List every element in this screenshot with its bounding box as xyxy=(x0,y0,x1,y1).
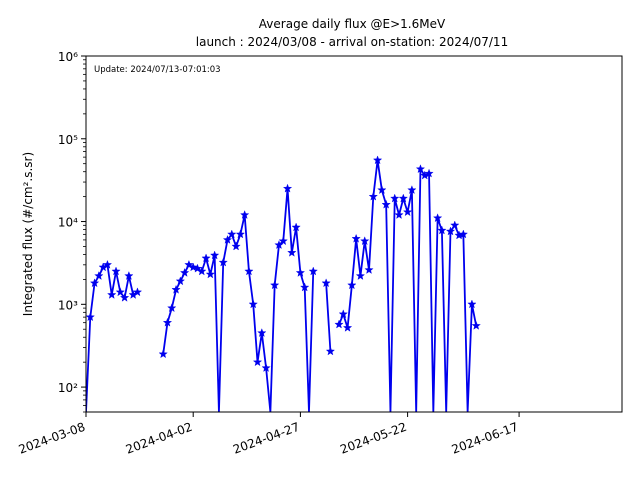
data-point xyxy=(210,250,220,260)
data-point xyxy=(257,328,267,337)
series-line xyxy=(325,283,332,352)
data-point xyxy=(445,226,456,236)
data-point xyxy=(231,241,241,251)
y-tick-label: 10³ xyxy=(58,298,78,312)
data-point xyxy=(111,266,121,276)
data-point xyxy=(300,282,310,292)
data-point xyxy=(471,320,481,330)
y-axis: 10² 10³ 10⁴ 10⁵ 10⁶ xyxy=(58,50,86,413)
data-point xyxy=(248,299,258,309)
data-point xyxy=(368,191,378,201)
data-point xyxy=(201,253,211,263)
data-point xyxy=(338,309,348,319)
x-tick-label: 2024-04-27 xyxy=(231,420,301,457)
data-point xyxy=(184,259,194,269)
data-point xyxy=(415,164,426,174)
data-point xyxy=(227,229,237,239)
y-axis-label: Integrated flux (#/cm².s.sr) xyxy=(21,152,35,316)
data-point xyxy=(222,235,233,244)
data-point xyxy=(351,233,361,243)
chart-title: Average daily flux @E>1.6MeV xyxy=(259,17,446,31)
data-point xyxy=(132,287,143,297)
data-point xyxy=(179,267,190,277)
y-tick-label: 10² xyxy=(58,381,78,395)
data-point xyxy=(282,183,293,193)
x-tick-label: 2024-06-17 xyxy=(450,420,520,457)
data-point xyxy=(89,278,100,288)
data-point xyxy=(94,271,104,280)
data-point xyxy=(252,357,263,367)
data-point xyxy=(342,322,353,332)
x-tick-label: 2024-05-22 xyxy=(338,420,408,457)
data-point xyxy=(325,346,336,356)
data-point xyxy=(171,284,181,294)
data-point xyxy=(175,276,185,286)
data-point xyxy=(360,236,370,246)
data-point xyxy=(355,271,366,280)
data-point xyxy=(235,229,246,239)
data-point xyxy=(278,236,288,246)
data-point xyxy=(192,263,203,273)
data-point xyxy=(402,207,413,217)
data-point xyxy=(240,210,250,219)
data-point xyxy=(437,225,447,235)
data-point xyxy=(321,278,331,288)
data-point xyxy=(458,229,468,239)
x-tick-label: 2024-03-08 xyxy=(17,420,87,457)
data-point xyxy=(287,247,297,257)
data-point xyxy=(107,290,117,299)
data-point xyxy=(295,267,306,277)
data-point xyxy=(188,262,198,272)
data-point xyxy=(197,266,207,276)
data-point xyxy=(119,292,130,302)
y-tick-label: 10⁴ xyxy=(58,216,78,230)
plot-area xyxy=(85,55,623,413)
x-axis: 2024-03-08 2024-04-02 2024-04-27 2024-05-22… xyxy=(17,412,520,457)
data-point xyxy=(291,222,301,232)
data-point xyxy=(390,193,400,203)
data-point xyxy=(102,259,113,269)
y-tick-label: 10⁵ xyxy=(58,133,78,147)
update-annotation: Update: 2024/07/13-07:01:03 xyxy=(94,65,221,75)
series-layer xyxy=(85,155,481,412)
x-tick-label: 2024-04-02 xyxy=(124,420,194,457)
chart-subtitle: launch : 2024/03/08 - arrival on-station… xyxy=(196,35,508,49)
data-point xyxy=(424,168,434,178)
y-tick-label: 10⁶ xyxy=(58,50,78,64)
data-point xyxy=(450,220,460,230)
data-point xyxy=(162,317,173,327)
data-point xyxy=(270,280,280,290)
data-point xyxy=(205,269,215,279)
data-point xyxy=(467,299,477,309)
data-point xyxy=(167,303,177,313)
data-point xyxy=(308,266,318,276)
data-point xyxy=(115,287,125,297)
data-point xyxy=(218,257,228,267)
data-point xyxy=(377,185,387,195)
data-point xyxy=(372,155,383,165)
data-point xyxy=(85,312,95,322)
data-point xyxy=(261,363,271,372)
data-point xyxy=(347,280,357,290)
plot-background xyxy=(86,56,622,412)
data-point xyxy=(124,271,134,280)
data-point xyxy=(158,349,168,359)
data-point xyxy=(432,213,443,223)
data-point xyxy=(394,210,404,219)
data-point xyxy=(364,265,374,274)
data-point xyxy=(398,193,408,203)
data-point xyxy=(334,319,344,329)
data-point xyxy=(381,199,391,209)
data-point xyxy=(244,266,254,276)
data-point xyxy=(407,185,417,195)
